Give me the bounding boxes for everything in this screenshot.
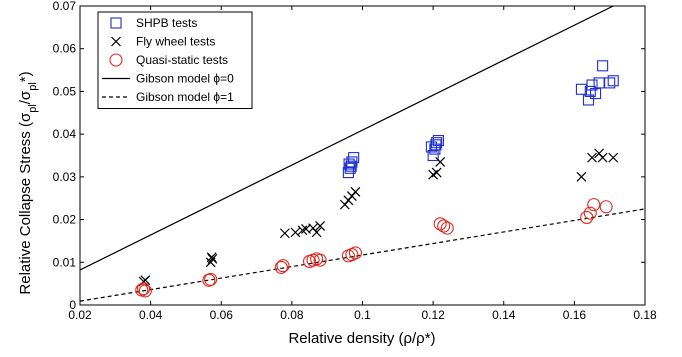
data-point-circle	[599, 200, 613, 214]
legend-marker	[111, 36, 121, 47]
y-tick-label: 0	[69, 298, 76, 312]
cross-stroke	[576, 171, 587, 182]
cross-stroke	[597, 152, 608, 163]
data-point-cross	[587, 152, 597, 163]
data-point-square	[345, 160, 357, 172]
data-point-square	[604, 77, 616, 89]
series-line	[80, 6, 614, 271]
data-point-circle	[437, 219, 451, 233]
cross-stroke	[301, 224, 311, 234]
legend-entry: Gibson model ϕ=1	[136, 90, 234, 104]
data-point-cross	[435, 156, 446, 167]
data-point-square	[593, 77, 605, 89]
data-point-cross	[315, 221, 326, 231]
data-point-square	[343, 158, 355, 170]
data-point-square	[597, 60, 609, 72]
data-point-cross	[431, 167, 442, 178]
data-point-circle	[274, 260, 288, 274]
y-tick-label: 0.01	[53, 255, 77, 269]
data-point-square	[584, 85, 596, 97]
cross-stroke	[435, 156, 446, 167]
y-tick-label: 0.05	[53, 84, 77, 98]
data-point-square	[430, 139, 442, 151]
data-point-square	[344, 162, 356, 174]
data-point-circle	[313, 253, 327, 267]
data-point-circle	[580, 210, 594, 224]
data-point-cross	[297, 225, 308, 236]
cross-stroke	[206, 252, 217, 263]
legend-box	[97, 11, 253, 109]
data-point-square	[582, 94, 595, 106]
data-point-circle	[202, 273, 216, 287]
cross-stroke	[290, 227, 301, 238]
plot-layer: 0.02 0.04 0.06 0.08 0.1 0.12 0.14 0.16 0.18 0 0.01…	[53, 0, 657, 322]
x-tick-label: 0.06	[210, 308, 234, 322]
data-point-square	[427, 149, 439, 162]
data-point-circle	[138, 284, 152, 298]
data-point-square	[432, 135, 444, 147]
data-point-cross	[311, 227, 322, 238]
data-point-circle	[583, 206, 597, 220]
cross-stroke	[587, 152, 597, 163]
series-line	[80, 208, 645, 302]
data-point-cross	[290, 227, 301, 238]
y-tick-label: 0.06	[53, 42, 77, 56]
cross-stroke	[207, 253, 218, 264]
x-axis-label: Relative density (ρ/ρ*)	[288, 330, 435, 347]
cross-stroke	[608, 152, 619, 163]
data-point-cross	[206, 252, 217, 263]
y-tick-label: 0.07	[53, 0, 77, 13]
cross-stroke	[350, 186, 361, 197]
cross-stroke	[431, 167, 442, 178]
y-tick-label: 0.02	[53, 213, 77, 227]
data-point-square	[586, 79, 598, 91]
x-tick-label: 0.16	[563, 308, 587, 322]
cross-stroke	[297, 225, 308, 236]
data-point-circle	[276, 259, 290, 273]
legend: SHPB tests Fly wheel tests Quasi-static te…	[97, 11, 253, 109]
data-point-circle	[137, 282, 151, 296]
data-point-circle	[440, 221, 454, 235]
cross-stroke	[311, 227, 322, 238]
legend-entry: Quasi-static tests	[136, 53, 228, 67]
data-point-cross	[279, 228, 290, 239]
legend-entry: Gibson model ϕ=0	[136, 72, 234, 86]
x-tick-label: 0.02	[68, 308, 92, 322]
data-point-circle	[587, 198, 601, 212]
data-point-cross	[597, 152, 608, 163]
data-point-square	[342, 167, 354, 179]
data-point-cross	[207, 253, 218, 264]
legend-marker	[110, 17, 122, 29]
data-layer	[80, 6, 645, 302]
x-tick-label: 0.08	[280, 308, 304, 322]
y-tick-label: 0.04	[53, 127, 77, 141]
legend-entry: Fly wheel tests	[136, 35, 215, 49]
legend-marker	[109, 53, 123, 67]
legend-entry: SHPB tests	[136, 16, 197, 30]
data-point-circle	[433, 217, 447, 231]
data-point-cross	[576, 171, 587, 182]
data-point-circle	[348, 246, 362, 260]
data-point-square	[607, 75, 619, 87]
x-tick-label: 0.18	[633, 308, 657, 322]
data-point-cross	[350, 186, 361, 197]
data-point-square	[575, 83, 587, 95]
x-tick-label: 0.04	[139, 308, 163, 322]
data-point-circle	[204, 272, 218, 286]
cross-stroke	[111, 36, 121, 47]
x-tick-label: 0.14	[492, 308, 516, 322]
cross-stroke	[315, 221, 326, 231]
cross-stroke	[279, 228, 290, 239]
y-axis-label: Relative Collapse Stress (σpl/σpl*)	[17, 71, 39, 294]
data-point-cross	[608, 152, 619, 163]
x-tick-label: 0.1	[354, 308, 371, 322]
data-point-square	[346, 156, 358, 168]
x-tick-label: 0.12	[421, 308, 445, 322]
data-point-square	[429, 143, 441, 155]
y-tick-label: 0.03	[53, 170, 77, 184]
